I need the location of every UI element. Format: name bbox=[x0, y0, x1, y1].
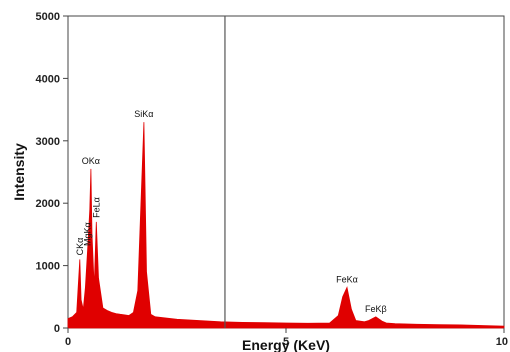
x-axis-title: Energy (KeV) bbox=[242, 337, 330, 352]
y-tick-label: 0 bbox=[54, 323, 60, 335]
y-tick-label: 4000 bbox=[36, 73, 60, 85]
x-tick-label: 10 bbox=[496, 336, 508, 348]
y-tick-label: 3000 bbox=[36, 136, 60, 148]
spectrum-layer bbox=[67, 122, 505, 329]
peak-label: SiKα bbox=[134, 109, 153, 119]
peak-label: FeKα bbox=[336, 274, 358, 284]
y-tick-label: 5000 bbox=[36, 11, 60, 23]
y-tick-label: 2000 bbox=[36, 198, 60, 210]
x-tick-label: 0 bbox=[65, 336, 71, 348]
y-axis-title: Intensity bbox=[11, 143, 27, 201]
peak-label: CKα bbox=[75, 238, 85, 256]
peak-label: FeLα bbox=[91, 197, 101, 218]
x-tick-label: 5 bbox=[283, 336, 289, 348]
y-tick-label: 1000 bbox=[36, 261, 60, 273]
spectrum-series-0 bbox=[67, 122, 505, 329]
plot-area bbox=[67, 15, 505, 329]
peak-label: FeKβ bbox=[365, 304, 387, 314]
peak-label: MgKα bbox=[83, 222, 93, 246]
ticks-layer: 0 1000 2000 3000 4000 5000 0 5 10 bbox=[36, 11, 508, 348]
peak-label: OKα bbox=[82, 156, 100, 166]
